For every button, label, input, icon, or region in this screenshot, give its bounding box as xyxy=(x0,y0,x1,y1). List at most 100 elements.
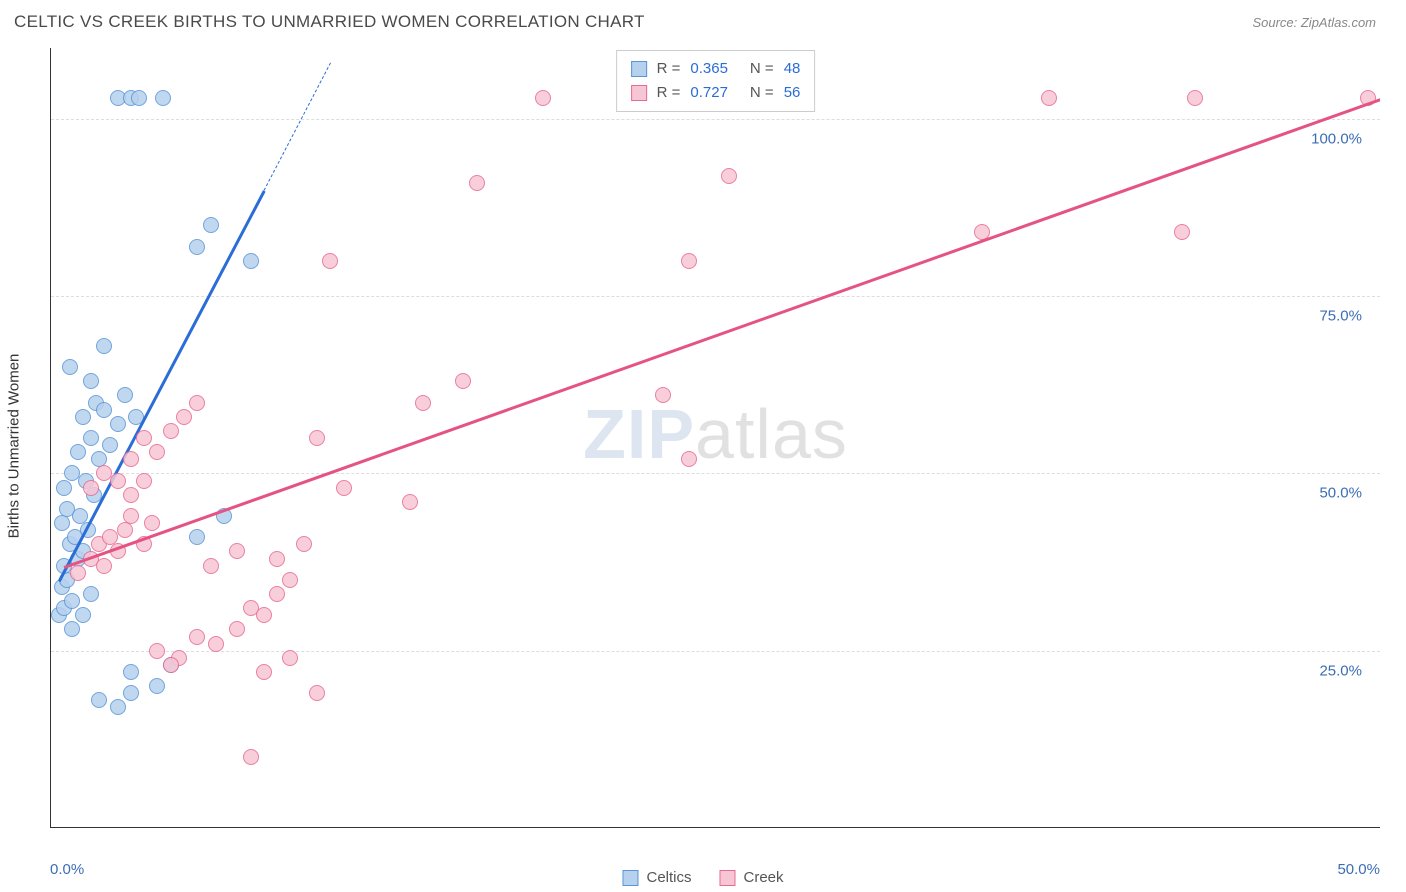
data-point xyxy=(110,416,126,432)
data-point xyxy=(243,749,259,765)
data-point xyxy=(64,593,80,609)
data-point xyxy=(269,586,285,602)
data-point xyxy=(282,572,298,588)
series-legend: Celtics Creek xyxy=(622,869,783,886)
data-point xyxy=(163,423,179,439)
legend-r-value-celtics: 0.365 xyxy=(690,57,728,81)
data-point xyxy=(117,522,133,538)
data-point xyxy=(455,373,471,389)
data-point xyxy=(62,359,78,375)
gridline xyxy=(51,473,1380,474)
legend-celtics-label: Celtics xyxy=(646,869,691,886)
data-point xyxy=(54,515,70,531)
y-tick-label: 75.0% xyxy=(1319,308,1362,325)
data-point xyxy=(415,395,431,411)
data-point xyxy=(110,473,126,489)
data-point xyxy=(96,402,112,418)
gridline xyxy=(51,296,1380,297)
data-point xyxy=(70,565,86,581)
data-point xyxy=(102,437,118,453)
data-point xyxy=(189,629,205,645)
y-tick-label: 25.0% xyxy=(1319,662,1362,679)
data-point xyxy=(75,607,91,623)
swatch-celtics-icon xyxy=(622,870,638,886)
data-point xyxy=(208,636,224,652)
data-point xyxy=(144,515,160,531)
data-point xyxy=(681,451,697,467)
data-point xyxy=(149,643,165,659)
data-point xyxy=(1174,224,1190,240)
data-point xyxy=(469,175,485,191)
data-point xyxy=(83,430,99,446)
legend-r-label: R = xyxy=(657,57,681,81)
y-axis-label: Births to Unmarried Women xyxy=(6,354,23,539)
data-point xyxy=(123,451,139,467)
legend-n-label: N = xyxy=(750,57,774,81)
data-point xyxy=(64,621,80,637)
data-point xyxy=(123,508,139,524)
data-point xyxy=(229,543,245,559)
data-point xyxy=(189,395,205,411)
data-point xyxy=(123,487,139,503)
y-tick-label: 50.0% xyxy=(1319,485,1362,502)
data-point xyxy=(655,387,671,403)
chart-plot-area: 25.0%50.0%75.0%100.0% ZIPatlas R = 0.365… xyxy=(50,48,1380,828)
data-point xyxy=(282,650,298,666)
data-point xyxy=(189,239,205,255)
data-point xyxy=(123,664,139,680)
legend-creek-label: Creek xyxy=(744,869,784,886)
legend-n-label: N = xyxy=(750,81,774,105)
data-point xyxy=(256,664,272,680)
swatch-creek-icon xyxy=(631,85,647,101)
data-point xyxy=(83,586,99,602)
data-point xyxy=(535,90,551,106)
correlation-legend: R = 0.365 N = 48 R = 0.727 N = 56 xyxy=(616,50,816,112)
data-point xyxy=(256,607,272,623)
data-point xyxy=(269,551,285,567)
data-point xyxy=(83,480,99,496)
swatch-creek-icon xyxy=(720,870,736,886)
data-point xyxy=(136,430,152,446)
data-point xyxy=(203,217,219,233)
data-point xyxy=(243,253,259,269)
data-point xyxy=(155,90,171,106)
data-point xyxy=(163,657,179,673)
chart-source: Source: ZipAtlas.com xyxy=(1252,15,1376,30)
data-point xyxy=(131,90,147,106)
data-point xyxy=(91,692,107,708)
legend-n-value-celtics: 48 xyxy=(784,57,801,81)
data-point xyxy=(149,678,165,694)
data-point xyxy=(309,685,325,701)
data-point xyxy=(721,168,737,184)
data-point xyxy=(681,253,697,269)
legend-r-label: R = xyxy=(657,81,681,105)
data-point xyxy=(402,494,418,510)
data-point xyxy=(123,685,139,701)
data-point xyxy=(189,529,205,545)
swatch-celtics-icon xyxy=(631,61,647,77)
trend-line xyxy=(64,98,1380,568)
data-point xyxy=(75,409,91,425)
data-point xyxy=(149,444,165,460)
data-point xyxy=(176,409,192,425)
data-point xyxy=(203,558,219,574)
data-point xyxy=(136,473,152,489)
y-tick-label: 100.0% xyxy=(1311,130,1362,147)
legend-r-value-creek: 0.727 xyxy=(690,81,728,105)
data-point xyxy=(229,621,245,637)
data-point xyxy=(117,387,133,403)
data-point xyxy=(1187,90,1203,106)
gridline xyxy=(51,119,1380,120)
data-point xyxy=(83,373,99,389)
gridline xyxy=(51,651,1380,652)
data-point xyxy=(96,558,112,574)
data-point xyxy=(296,536,312,552)
x-axis-min-label: 0.0% xyxy=(50,861,84,878)
data-point xyxy=(336,480,352,496)
data-point xyxy=(70,444,86,460)
data-point xyxy=(110,699,126,715)
chart-title: CELTIC VS CREEK BIRTHS TO UNMARRIED WOME… xyxy=(14,12,645,32)
data-point xyxy=(1041,90,1057,106)
data-point xyxy=(96,338,112,354)
x-axis-max-label: 50.0% xyxy=(1337,861,1380,878)
